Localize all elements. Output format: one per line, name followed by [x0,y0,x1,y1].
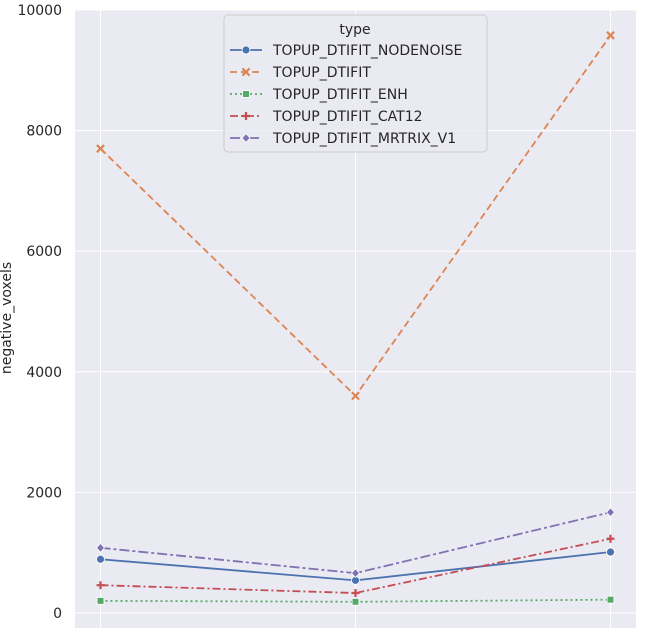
legend-item: TOPUP_DTIFIT_ENH [230,87,408,103]
legend: type TOPUP_DTIFIT_NODENOISETOPUP_DTIFITT… [223,14,488,153]
data-point [350,568,361,579]
series-2 [96,595,615,606]
data-point [95,542,106,553]
legend-item: TOPUP_DTIFIT_MRTRIX_V1 [230,131,456,147]
data-point [96,554,105,564]
y-tick-label: 0 [53,606,62,622]
legend-box [223,14,488,153]
y-tick-label: 8000 [26,124,62,140]
data-point [605,507,616,518]
legend-items: TOPUP_DTIFIT_NODENOISE TOPUP_DTIFIT TOPUP_… [230,43,462,147]
data-point [351,597,360,606]
series-line [100,537,611,594]
legend-item: TOPUP_DTIFIT_NODENOISE [230,43,462,59]
legend-item: TOPUP_DTIFIT [230,65,371,81]
legend-label: TOPUP_DTIFIT [272,65,371,81]
data-point [241,67,251,77]
data-point [96,144,105,154]
data-point [242,112,250,120]
legend-item: TOPUP_DTIFIT_CAT12 [230,109,423,125]
data-point [242,90,250,98]
legend-label: TOPUP_DTIFIT_ENH [272,87,408,103]
series-1 [96,30,615,401]
data-point [351,589,360,598]
data-point [96,597,105,605]
data-point [606,30,615,40]
y-tick-label: 6000 [26,244,62,260]
series-3 [96,534,615,598]
data-point [606,534,615,543]
data-point [351,391,360,401]
y-tick-labels: 0 2000 4000 6000 8000 10000 [17,3,62,622]
series-4 [95,507,616,579]
y-tick-label: 10000 [17,3,62,19]
legend-label: TOPUP_DTIFIT_NODENOISE [272,43,462,59]
data-point [241,45,251,55]
legend-label: TOPUP_DTIFIT_MRTRIX_V1 [272,131,456,147]
data-point [96,581,105,590]
legend-label: TOPUP_DTIFIT_CAT12 [272,109,423,125]
series-0 [96,547,615,585]
data-point [606,595,615,604]
data-point [241,133,251,143]
series-group [95,30,616,606]
data-point [606,547,615,557]
y-axis-label: negative_voxels [0,262,15,374]
y-tick-label: 2000 [26,485,62,501]
y-tick-label: 4000 [26,365,62,381]
legend-title: type [339,22,370,38]
